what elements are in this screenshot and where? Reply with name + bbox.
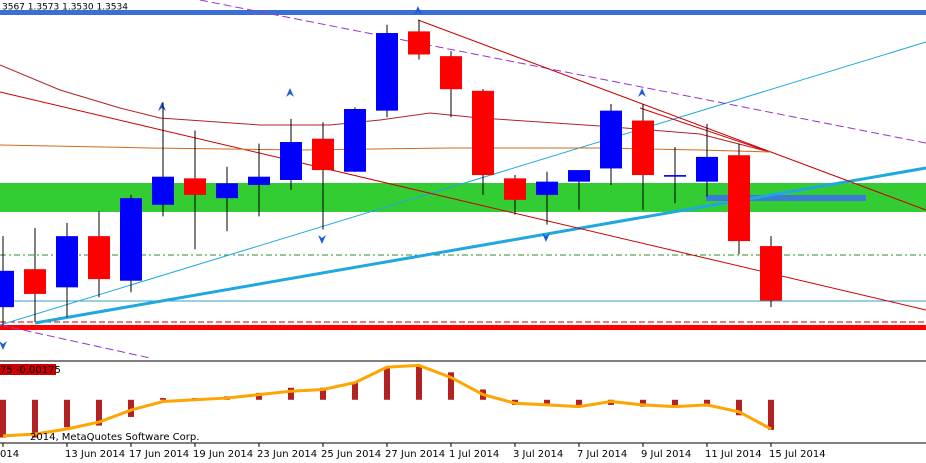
candle-body bbox=[760, 246, 782, 301]
trend-line bbox=[639, 107, 771, 153]
trend-line bbox=[417, 19, 926, 211]
histogram-bar bbox=[32, 399, 38, 438]
histogram-bar bbox=[128, 399, 134, 417]
candles bbox=[0, 19, 782, 326]
trend-line bbox=[34, 166, 926, 325]
x-tick-label: 27 Jun 2014 bbox=[385, 449, 445, 460]
candle-body bbox=[376, 33, 398, 111]
x-tick-label: 19 Jun 2014 bbox=[193, 449, 253, 460]
up-fractal bbox=[638, 88, 646, 97]
candle-body bbox=[0, 270, 14, 308]
candle-body bbox=[312, 138, 334, 171]
channel-line bbox=[0, 324, 151, 359]
histogram-bar bbox=[672, 399, 678, 407]
candle-body bbox=[88, 236, 110, 280]
candle-body bbox=[632, 120, 654, 176]
candle-body bbox=[536, 181, 558, 195]
channel-line bbox=[199, 0, 926, 144]
up-fractal bbox=[414, 6, 422, 15]
x-tick-label: 9 Jul 2014 bbox=[641, 449, 691, 460]
candle-body bbox=[344, 108, 366, 172]
x-tick-label: 15 Jul 2014 bbox=[769, 449, 826, 460]
histogram-bar bbox=[320, 387, 326, 400]
histogram-bar bbox=[448, 372, 454, 400]
x-tick-label: 7 Jul 2014 bbox=[577, 449, 627, 460]
up-fractal bbox=[158, 102, 166, 111]
support-level bbox=[0, 325, 926, 330]
candle-body bbox=[184, 178, 206, 195]
histogram-bar bbox=[576, 399, 582, 405]
histogram-bar bbox=[704, 399, 710, 407]
candle-body bbox=[216, 183, 238, 199]
histogram-bar bbox=[416, 365, 422, 400]
moving-average bbox=[0, 144, 771, 153]
indicator-label: 75 -0.00175 bbox=[0, 365, 61, 376]
candle-body bbox=[120, 198, 142, 281]
candle-body bbox=[472, 90, 494, 176]
histogram-bar bbox=[544, 399, 550, 405]
x-tick-label: 1 Jul 2014 bbox=[449, 449, 499, 460]
price-header: 3567 1.3573 1.3530 1.3534 bbox=[2, 3, 128, 13]
histogram-bar bbox=[0, 399, 6, 438]
x-tick-label: 014 bbox=[0, 449, 19, 460]
histogram-bar bbox=[96, 399, 102, 426]
copyright: 2014, MetaQuotes Software Corp. bbox=[30, 432, 199, 443]
histogram-bar bbox=[352, 382, 358, 400]
fractal-arrows bbox=[0, 6, 646, 350]
candle-body bbox=[24, 269, 46, 294]
indicator-panel bbox=[0, 363, 774, 438]
histogram-bar bbox=[768, 399, 774, 430]
histogram-bar bbox=[160, 398, 166, 400]
histogram-bar bbox=[384, 367, 390, 400]
x-axis: 014 13 Jun 2014 17 Jun 2014 19 Jun 2014 23 J… bbox=[0, 443, 826, 460]
x-tick-label: 13 Jun 2014 bbox=[65, 449, 125, 460]
candle-body bbox=[600, 110, 622, 169]
histogram-bar bbox=[736, 399, 742, 416]
candle-body bbox=[248, 176, 270, 185]
candle-body bbox=[152, 176, 174, 205]
down-fractal bbox=[542, 233, 550, 242]
trend-line bbox=[0, 41, 926, 326]
x-tick-label: 25 Jun 2014 bbox=[321, 449, 381, 460]
histogram-bar bbox=[640, 399, 646, 407]
up-fractal bbox=[286, 88, 294, 97]
candle-body bbox=[440, 56, 462, 90]
candle-body bbox=[664, 175, 686, 177]
candle-body bbox=[504, 178, 526, 200]
candle-body bbox=[56, 236, 78, 288]
candle-body bbox=[408, 31, 430, 55]
x-tick-label: 11 Jul 2014 bbox=[705, 449, 762, 460]
candle-body bbox=[728, 155, 750, 242]
down-fractal bbox=[318, 235, 326, 244]
x-tick-label: 23 Jun 2014 bbox=[257, 449, 317, 460]
candle-body bbox=[568, 170, 590, 182]
histogram-bar bbox=[288, 387, 294, 400]
histogram-bar bbox=[256, 392, 262, 400]
candle-body bbox=[696, 156, 718, 182]
down-fractal bbox=[0, 341, 7, 350]
indicator-label-box bbox=[0, 364, 56, 375]
resistance-level bbox=[0, 10, 926, 15]
histogram-bar bbox=[64, 399, 70, 428]
candle-body bbox=[280, 142, 302, 180]
x-tick-label: 3 Jul 2014 bbox=[513, 449, 563, 460]
signal-line bbox=[2, 363, 772, 438]
level-segment bbox=[706, 195, 866, 201]
x-tick-label: 17 Jun 2014 bbox=[129, 449, 189, 460]
